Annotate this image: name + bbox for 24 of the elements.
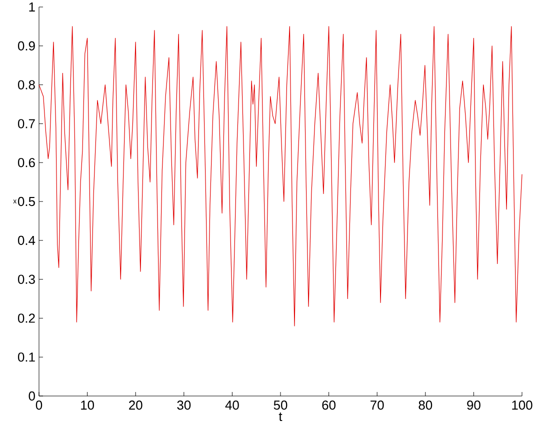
x-tick-label: 40 bbox=[225, 400, 239, 410]
y-tick-label: 0.5 bbox=[18, 196, 35, 206]
x-tick-label: 60 bbox=[322, 400, 336, 410]
y-tick-label: 0.1 bbox=[18, 352, 35, 362]
y-tick-label: 0.9 bbox=[18, 41, 35, 50]
y-tick-label: 0.3 bbox=[18, 274, 35, 284]
y-tick-label: 1 bbox=[29, 2, 35, 12]
line-series bbox=[38, 26, 522, 326]
y-tick-label: 0.8 bbox=[18, 80, 35, 90]
x-tick-label: 30 bbox=[177, 400, 191, 410]
y-tick-label: 0 bbox=[28, 391, 35, 401]
x-axis-title: t bbox=[278, 412, 282, 421]
y-tick-label: 0.2 bbox=[18, 314, 35, 323]
x-tick-label: 90 bbox=[467, 400, 480, 410]
x-tick-label: 70 bbox=[370, 400, 384, 410]
y-tick-label: 0.6 bbox=[18, 158, 35, 168]
y-tick-label: 0.7 bbox=[18, 119, 35, 128]
x-tick-label: 80 bbox=[418, 400, 432, 410]
x-tick-label: 20 bbox=[129, 400, 142, 410]
x-tick-label: 10 bbox=[81, 400, 94, 410]
x-tick-label: 50 bbox=[274, 400, 288, 410]
x-tick-label: 100 bbox=[512, 400, 532, 410]
y-tick-label: 0.4 bbox=[18, 236, 36, 245]
x-tick-label: 0 bbox=[36, 400, 42, 410]
